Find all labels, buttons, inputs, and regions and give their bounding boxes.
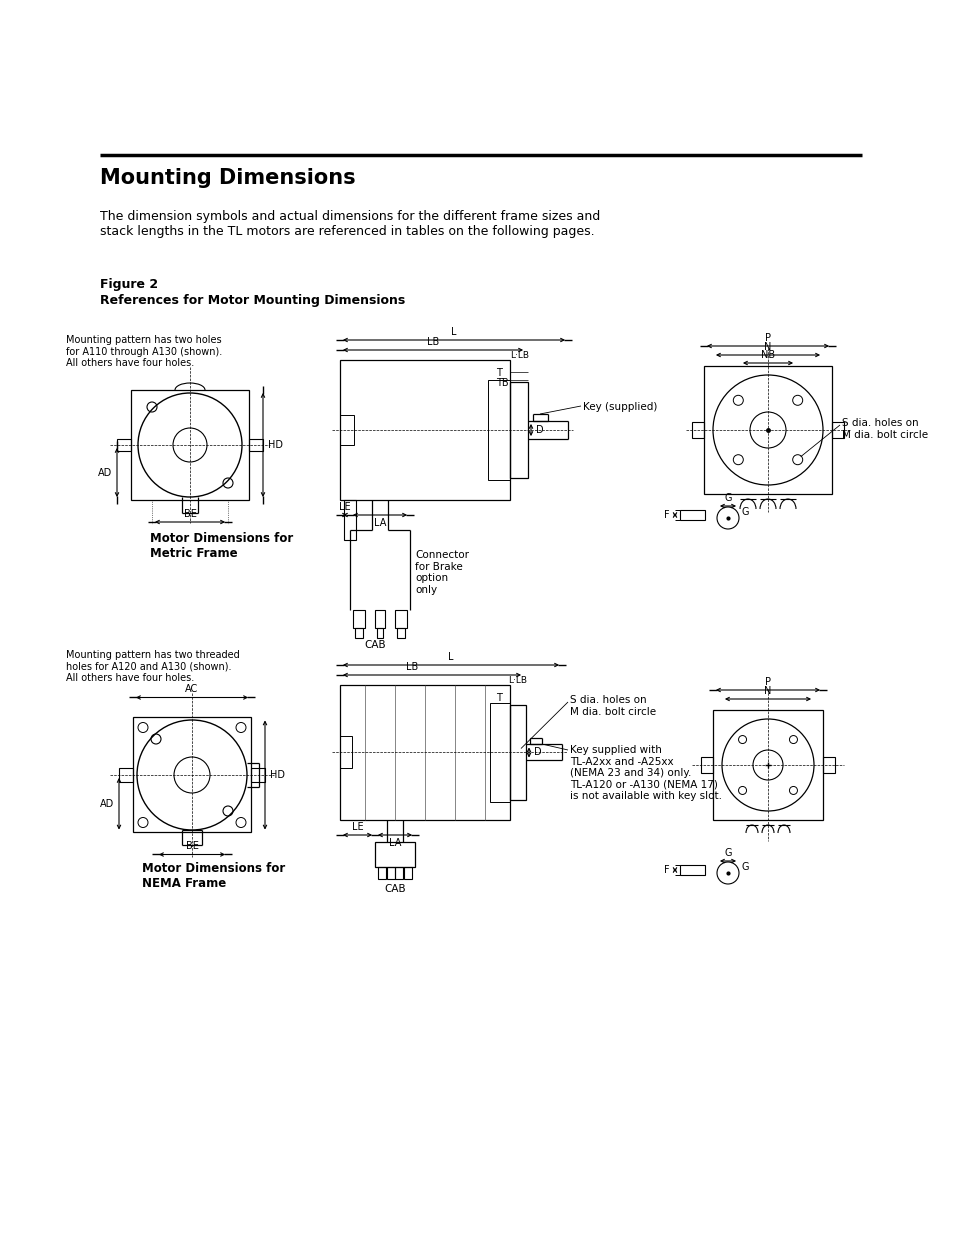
Text: LA: LA — [374, 517, 386, 529]
Bar — [339, 685, 510, 820]
Bar — [700, 757, 712, 773]
Bar — [387, 867, 395, 879]
Text: LE: LE — [339, 501, 351, 513]
Text: LB: LB — [405, 662, 417, 672]
Bar — [251, 768, 265, 782]
Text: L·LB: L·LB — [507, 676, 526, 685]
Bar — [395, 610, 407, 629]
Bar — [339, 359, 510, 500]
Text: G: G — [741, 508, 749, 517]
Bar — [375, 842, 415, 867]
Text: L·LB: L·LB — [510, 351, 529, 359]
Bar — [377, 867, 386, 879]
Text: HD: HD — [268, 440, 283, 450]
Bar — [510, 382, 527, 478]
Text: Motor Dimensions for
Metric Frame: Motor Dimensions for Metric Frame — [150, 532, 293, 559]
Bar — [344, 500, 355, 540]
Text: N: N — [763, 342, 771, 352]
Text: Motor Dimensions for
NEMA Frame: Motor Dimensions for NEMA Frame — [142, 862, 285, 890]
Text: Mounting pattern has two holes
for A110 through A130 (shown).
All others have fo: Mounting pattern has two holes for A110 … — [66, 335, 222, 368]
Text: AD: AD — [100, 799, 113, 809]
Bar — [712, 710, 822, 820]
Text: L: L — [448, 652, 454, 662]
Bar — [376, 629, 382, 638]
Text: T: T — [496, 368, 501, 378]
Text: S dia. holes on
M dia. bolt circle: S dia. holes on M dia. bolt circle — [841, 417, 927, 440]
Bar — [679, 510, 704, 520]
Text: D: D — [534, 747, 541, 757]
Bar — [395, 867, 402, 879]
Text: Connector
for Brake
option
only: Connector for Brake option only — [415, 550, 469, 595]
Text: G: G — [723, 493, 731, 503]
Text: P: P — [764, 677, 770, 687]
Text: LB: LB — [426, 337, 438, 347]
Bar — [119, 768, 132, 782]
Text: AD: AD — [97, 468, 112, 478]
Text: Mounting Dimensions: Mounting Dimensions — [100, 168, 355, 188]
Bar — [510, 705, 525, 800]
Bar — [132, 718, 251, 832]
Bar — [355, 629, 363, 638]
Text: BE: BE — [186, 841, 198, 851]
Bar — [822, 757, 834, 773]
Text: D: D — [536, 425, 543, 435]
Text: T: T — [496, 693, 501, 703]
Text: TB: TB — [496, 378, 508, 388]
Text: LE: LE — [352, 823, 363, 832]
Text: Figure 2: Figure 2 — [100, 278, 158, 291]
Text: NB: NB — [760, 350, 774, 359]
Text: Mounting pattern has two threaded
holes for A120 and A130 (shown).
All others ha: Mounting pattern has two threaded holes … — [66, 650, 239, 683]
Text: LA: LA — [389, 839, 401, 848]
Text: F: F — [663, 864, 669, 876]
Bar — [131, 390, 249, 500]
Text: AC: AC — [185, 684, 198, 694]
Bar — [249, 438, 263, 451]
Text: BE: BE — [183, 509, 196, 519]
Text: CAB: CAB — [384, 884, 405, 894]
Text: The dimension symbols and actual dimensions for the different frame sizes and
st: The dimension symbols and actual dimensi… — [100, 210, 599, 238]
Text: P: P — [764, 333, 770, 343]
Text: L: L — [451, 327, 456, 337]
Bar — [488, 380, 510, 480]
Bar — [339, 736, 352, 768]
Bar — [679, 864, 704, 876]
Text: Key (supplied): Key (supplied) — [582, 403, 657, 412]
Text: F: F — [663, 510, 669, 520]
Bar — [490, 703, 510, 802]
Text: G: G — [741, 862, 749, 872]
Bar — [117, 438, 131, 451]
Bar — [703, 366, 831, 494]
Text: HD: HD — [270, 769, 285, 781]
Text: Key supplied with
TL-A2xx and -A25xx
(NEMA 23 and 34) only.
TL-A120 or -A130 (NE: Key supplied with TL-A2xx and -A25xx (NE… — [569, 745, 721, 802]
Text: G: G — [723, 848, 731, 858]
Bar — [375, 610, 385, 629]
Text: S dia. holes on
M dia. bolt circle: S dia. holes on M dia. bolt circle — [569, 695, 656, 716]
Bar — [691, 422, 703, 438]
Bar — [396, 629, 405, 638]
Text: References for Motor Mounting Dimensions: References for Motor Mounting Dimensions — [100, 294, 405, 308]
Text: N: N — [763, 685, 771, 697]
Text: CAB: CAB — [364, 640, 385, 650]
Bar — [403, 867, 412, 879]
Bar — [353, 610, 365, 629]
Bar — [339, 415, 354, 445]
Bar — [831, 422, 843, 438]
